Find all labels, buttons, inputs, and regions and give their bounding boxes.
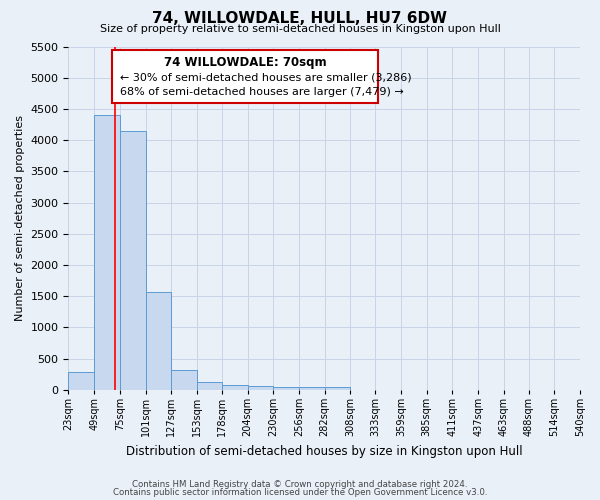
Bar [222, 385, 248, 390]
Bar [273, 387, 299, 390]
Text: 74, WILLOWDALE, HULL, HU7 6DW: 74, WILLOWDALE, HULL, HU7 6DW [152, 11, 448, 26]
Bar [68, 372, 94, 390]
Bar [94, 115, 120, 390]
Text: 74 WILLOWDALE: 70sqm: 74 WILLOWDALE: 70sqm [164, 56, 326, 69]
Bar [120, 131, 146, 390]
Text: Contains HM Land Registry data © Crown copyright and database right 2024.: Contains HM Land Registry data © Crown c… [132, 480, 468, 489]
Bar [248, 386, 273, 390]
FancyBboxPatch shape [112, 50, 378, 103]
Y-axis label: Number of semi-detached properties: Number of semi-detached properties [15, 115, 25, 321]
Text: ← 30% of semi-detached houses are smaller (3,286): ← 30% of semi-detached houses are smalle… [119, 72, 411, 83]
Text: 68% of semi-detached houses are larger (7,479) →: 68% of semi-detached houses are larger (… [119, 87, 403, 97]
Bar [197, 382, 222, 390]
Bar [299, 387, 325, 390]
Bar [325, 386, 350, 390]
Text: Contains public sector information licensed under the Open Government Licence v3: Contains public sector information licen… [113, 488, 487, 497]
Bar [146, 292, 172, 390]
Text: Size of property relative to semi-detached houses in Kingston upon Hull: Size of property relative to semi-detach… [100, 24, 500, 34]
Bar [172, 370, 197, 390]
X-axis label: Distribution of semi-detached houses by size in Kingston upon Hull: Distribution of semi-detached houses by … [126, 444, 523, 458]
